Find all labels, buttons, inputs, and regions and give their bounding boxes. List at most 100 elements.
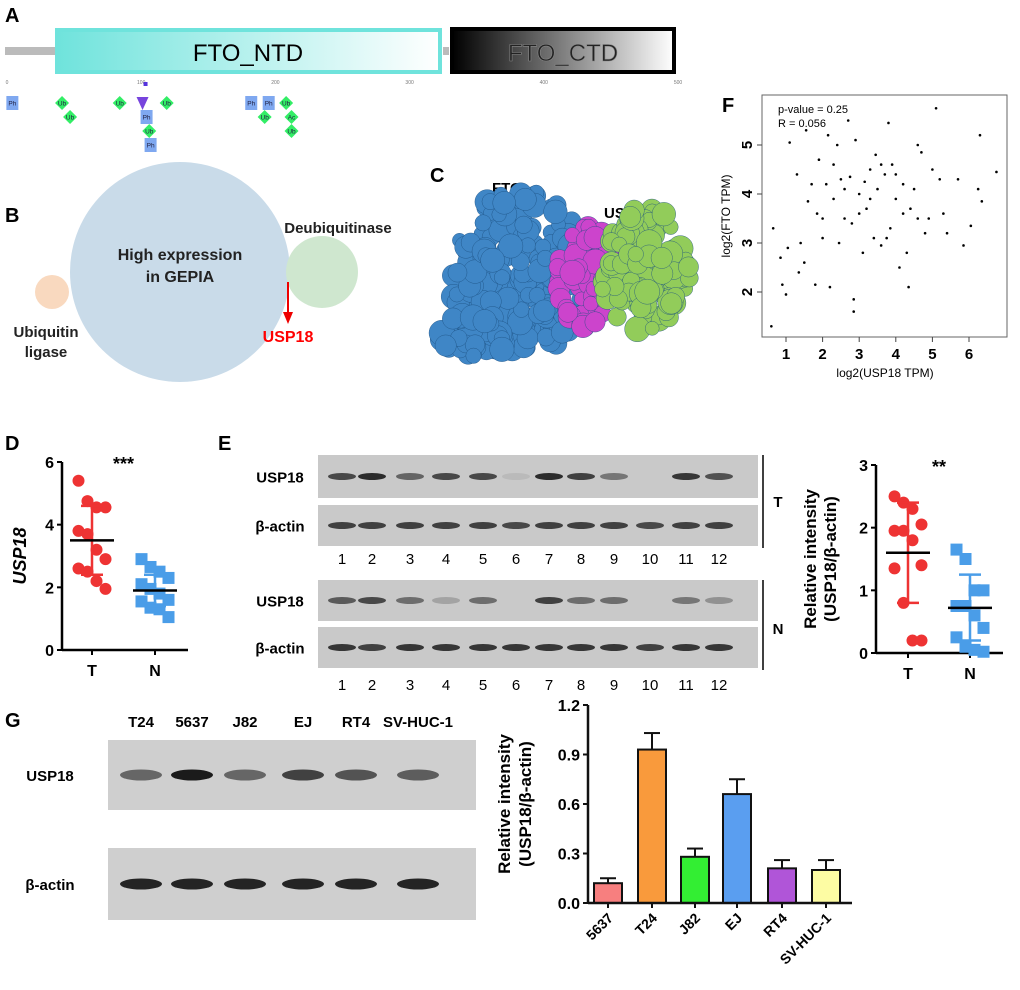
x-tick-label: 2: [818, 346, 826, 363]
lane-label: 5637: [175, 714, 208, 731]
data-point: [72, 524, 85, 537]
data-point: [865, 207, 868, 210]
fto-surface: [492, 191, 516, 215]
data-point: [888, 562, 901, 575]
data-point: [977, 645, 990, 658]
blot-band: [358, 522, 386, 529]
blot-band: [335, 878, 377, 890]
x-tick-label: 3: [855, 346, 863, 363]
usp18-surface: [650, 247, 673, 269]
data-point: [923, 231, 927, 235]
phosphorylation-marker: [140, 110, 153, 124]
modification-label: Ph: [265, 101, 273, 108]
domain-ntd-label: FTO_NTD: [193, 40, 303, 67]
lane-number: 3: [406, 551, 414, 568]
lane-number: 11: [678, 677, 694, 694]
blot-band: [600, 644, 628, 651]
blot-band: [328, 597, 356, 604]
bar: [767, 867, 797, 904]
blot-band: [705, 644, 733, 651]
blot-band: [705, 522, 733, 529]
usp18-surface: [594, 281, 611, 298]
lane-number: 8: [577, 551, 585, 568]
y-tick-label: 0: [859, 646, 868, 663]
x-tick-label: 6: [965, 346, 973, 363]
y-tick-label: 2: [859, 521, 868, 538]
axis-tick-label: 0: [6, 80, 9, 86]
bar: [722, 793, 752, 904]
data-point: [915, 518, 928, 531]
axis-tick-label: 100: [137, 80, 146, 86]
panel-label-a: A: [5, 5, 19, 27]
fto-surface: [494, 269, 511, 286]
blot-band: [282, 878, 324, 890]
blot-row-label: USP18: [256, 594, 304, 611]
data-point: [977, 621, 990, 634]
annotation: p-value = 0.25: [778, 104, 848, 116]
data-point: [99, 582, 112, 595]
data-point: [813, 283, 817, 286]
data-point: [852, 310, 856, 313]
x-tick-label: 1: [782, 346, 790, 363]
interface-surface: [559, 259, 586, 286]
data-point: [90, 501, 103, 514]
lane-number: 10: [642, 677, 659, 694]
data-point: [826, 133, 830, 137]
blot-band: [672, 473, 700, 480]
lane-number: 10: [642, 551, 659, 568]
data-point: [907, 285, 910, 289]
significance-label: **: [932, 457, 946, 477]
lane-number: 9: [610, 677, 618, 694]
y-tick-label: 3: [739, 239, 756, 247]
blot-band: [432, 522, 460, 529]
data-point: [832, 197, 835, 201]
lane-label: T24: [128, 714, 155, 731]
lane-number: 6: [512, 677, 520, 694]
data-point: [959, 553, 972, 565]
blot-band: [335, 769, 377, 781]
chart-f: 1 2 3 4 5 6 2 3 4 5 log2(USP18 TPM) log2(FTO TPM) p-…: [719, 94, 1008, 380]
usp18-surface: [660, 292, 683, 315]
lane-number: 8: [577, 677, 585, 694]
data-point: [915, 634, 928, 647]
lane-number: 4: [442, 677, 450, 694]
arrow-head-icon: [283, 312, 293, 324]
modification-label: Ac: [288, 115, 296, 122]
panel-a-domain-map: FTO_NTD FTO_CTD 0 100 200 300 400 500 Ph Ub Ub U…: [5, 27, 682, 152]
panel-label-d: D: [5, 433, 19, 455]
group-label: T: [773, 494, 782, 511]
data-point: [889, 227, 892, 230]
blot-band: [672, 644, 700, 651]
data-point: [99, 501, 112, 514]
blot-band: [705, 597, 733, 604]
lane-number: 12: [711, 551, 728, 568]
blot-band: [672, 522, 700, 529]
chart-g: 5637 T24 J82 EJ RT4SV-HUC-10.00.30.60.91.2Re…: [495, 698, 852, 967]
modification-label: Ph: [143, 115, 151, 122]
data-point: [890, 163, 894, 166]
usp18-surface: [627, 246, 644, 263]
data-point: [888, 490, 901, 503]
blot-band: [120, 769, 162, 781]
blot-g: USP18 β-actin T24 5637 J82 EJ RT4 SV-HUC-1: [25, 714, 476, 920]
modification-label: Ub: [66, 115, 75, 122]
blot-band: [432, 644, 460, 651]
circle-ubiquitin-ligase: [35, 275, 69, 309]
annotation: R = 0.056: [778, 118, 826, 130]
data-point: [770, 325, 773, 328]
data-point: [876, 187, 879, 191]
data-point: [854, 138, 857, 142]
fto-surface: [465, 347, 482, 364]
linker-bar: [5, 47, 55, 55]
usp18-surface: [619, 206, 641, 228]
axis-tick-label: 300: [405, 80, 414, 86]
data-point: [850, 222, 854, 225]
y-tick-label: 0.0: [558, 896, 580, 913]
x-tick-label: J82: [675, 910, 703, 938]
data-point: [945, 231, 949, 235]
lane-label: RT4: [342, 714, 371, 731]
ubiquitination-marker: [159, 96, 174, 110]
lane-number: 12: [711, 677, 728, 694]
fto-surface: [533, 299, 556, 322]
data-point: [81, 495, 94, 508]
